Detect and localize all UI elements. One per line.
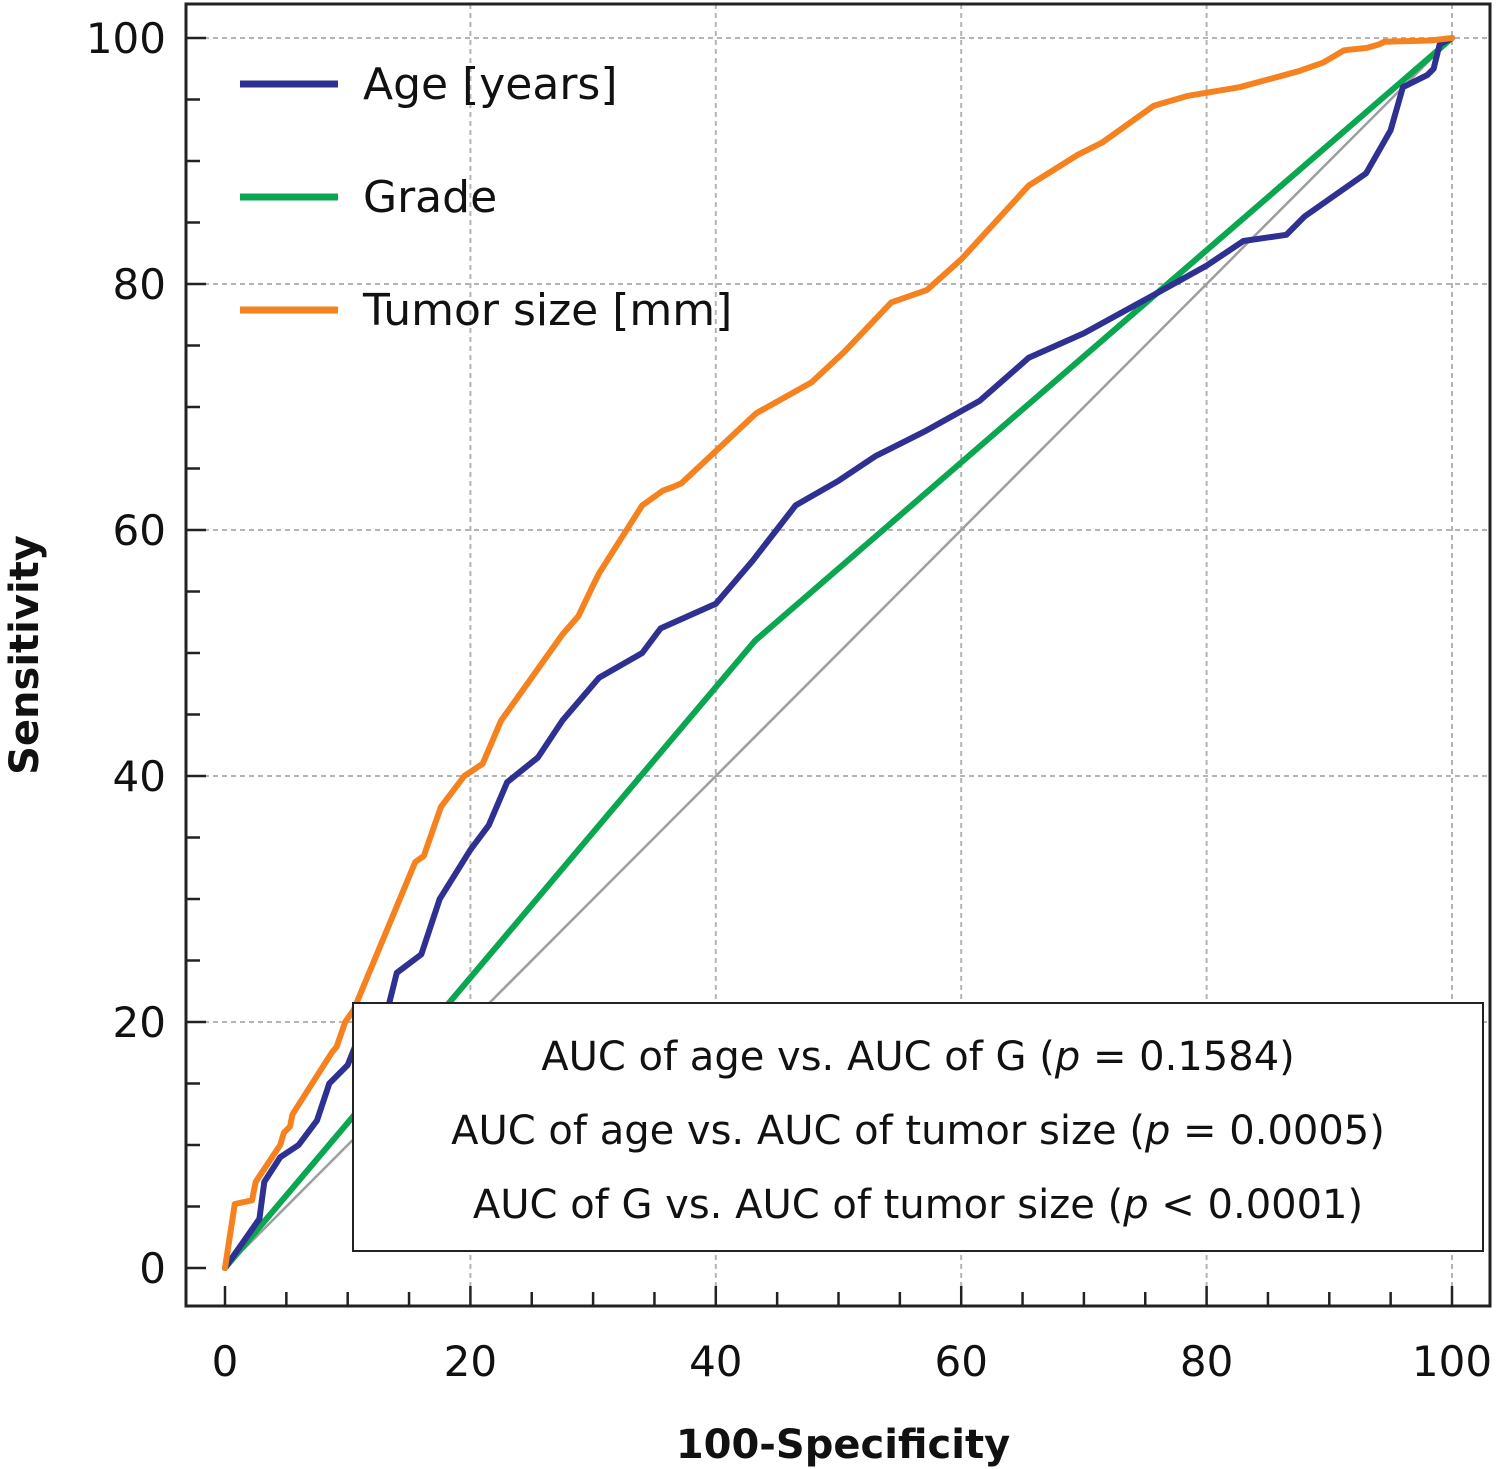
legend-label-tumor-size-mm: Tumor size [mm] (362, 285, 732, 336)
annotation-box: AUC of age vs. AUC of G (p = 0.1584) AUC … (352, 1002, 1484, 1252)
axis-ticks: 0 20 40 60 80 100 0 20 40 60 80 100 (86, 14, 1492, 1386)
x-tick-label: 40 (689, 1337, 742, 1386)
annotation-line: AUC of age vs. AUC of tumor size (p = 0.… (451, 1108, 1385, 1154)
x-axis-title: 100-Specificity (676, 1422, 1010, 1468)
legend-label-age-years: Age [years] (363, 59, 618, 110)
y-tick-label: 60 (113, 506, 166, 555)
series-line-age-years (222, 35, 1455, 1271)
x-tick-label: 60 (934, 1337, 987, 1386)
legend-label-grade: Grade (363, 172, 497, 223)
y-tick-label: 80 (113, 260, 166, 309)
annotation-frame (352, 1002, 1484, 1252)
y-tick-label: 40 (113, 752, 166, 801)
annotation-line: AUC of age vs. AUC of G (p = 0.1584) (541, 1034, 1295, 1080)
x-tick-label: 80 (1180, 1337, 1233, 1386)
y-tick-label: 100 (86, 14, 166, 63)
x-tick-label: 100 (1412, 1337, 1492, 1386)
y-axis-title: Sensitivity (2, 535, 48, 775)
y-tick-label: 20 (113, 998, 166, 1047)
legend: Age [years] Grade Tumor size [mm] (240, 59, 732, 336)
x-tick-label: 20 (444, 1337, 497, 1386)
x-tick-label: 0 (212, 1337, 239, 1386)
y-tick-label: 0 (139, 1244, 166, 1293)
annotation-line: AUC of G vs. AUC of tumor size (p < 0.00… (473, 1182, 1363, 1228)
series-line-tumor-size-mm (222, 35, 1455, 1271)
